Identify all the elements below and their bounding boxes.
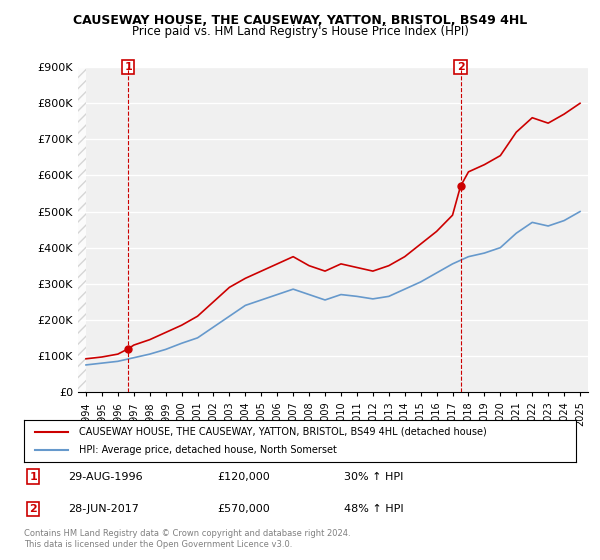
Text: Price paid vs. HM Land Registry's House Price Index (HPI): Price paid vs. HM Land Registry's House … <box>131 25 469 38</box>
Text: £570,000: £570,000 <box>217 504 270 514</box>
Text: CAUSEWAY HOUSE, THE CAUSEWAY, YATTON, BRISTOL, BS49 4HL: CAUSEWAY HOUSE, THE CAUSEWAY, YATTON, BR… <box>73 14 527 27</box>
Text: 28-JUN-2017: 28-JUN-2017 <box>68 504 139 514</box>
Text: CAUSEWAY HOUSE, THE CAUSEWAY, YATTON, BRISTOL, BS49 4HL (detached house): CAUSEWAY HOUSE, THE CAUSEWAY, YATTON, BR… <box>79 427 487 437</box>
Text: £120,000: £120,000 <box>217 472 270 482</box>
Text: 1: 1 <box>29 472 37 482</box>
Text: 2: 2 <box>457 62 464 72</box>
Text: 30% ↑ HPI: 30% ↑ HPI <box>344 472 404 482</box>
Text: HPI: Average price, detached house, North Somerset: HPI: Average price, detached house, Nort… <box>79 445 337 455</box>
Text: Contains HM Land Registry data © Crown copyright and database right 2024.
This d: Contains HM Land Registry data © Crown c… <box>24 529 350 549</box>
Text: 1: 1 <box>124 62 132 72</box>
Text: 48% ↑ HPI: 48% ↑ HPI <box>344 504 404 514</box>
Text: 2: 2 <box>29 504 37 514</box>
Text: 29-AUG-1996: 29-AUG-1996 <box>68 472 143 482</box>
